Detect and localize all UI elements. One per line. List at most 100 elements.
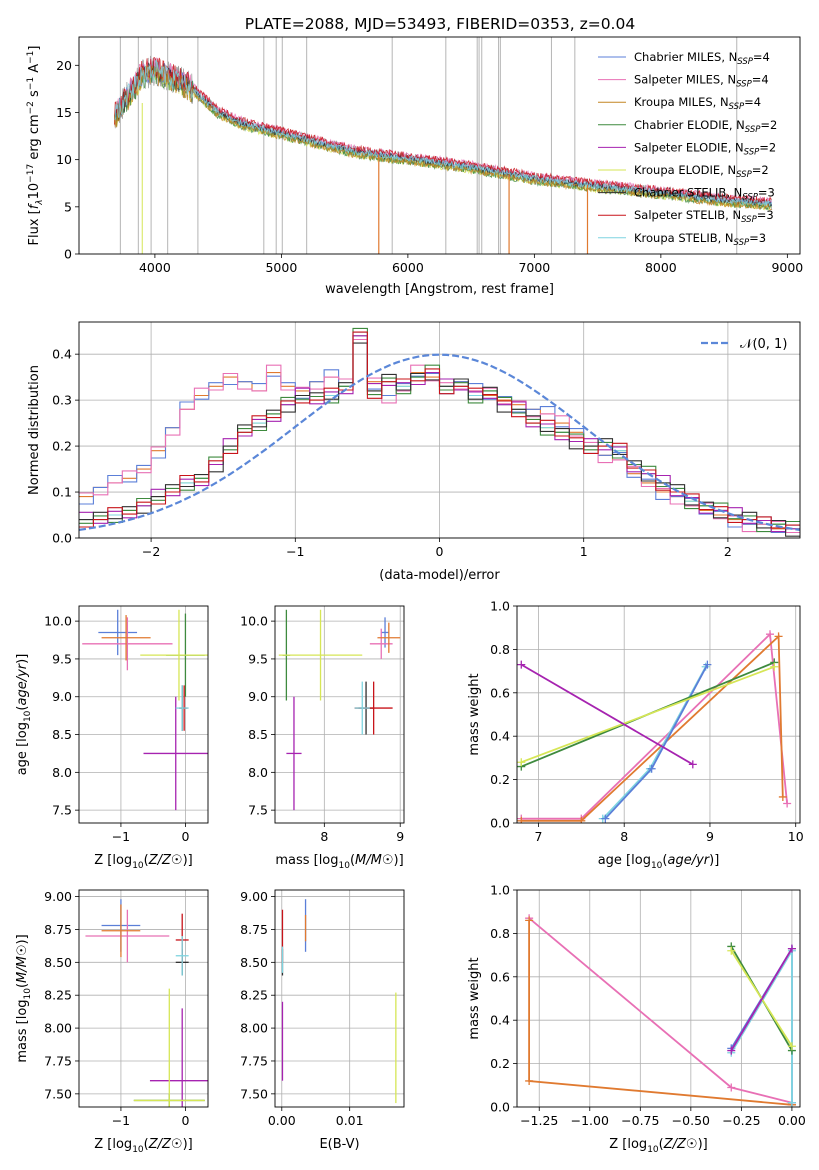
weight-line [521,634,784,822]
Z_vs_weight-axes: −1.25 −1.00 −0.75 −0.50 −0.25 0.00 0.0 0.2 0.4 0.… [467,883,806,1156]
Z-weight-xlabel-var: Z/Z [663,1137,687,1152]
ebv_vs_mass-tick-label-y: 7.75 [240,1053,268,1068]
age_vs_weight-frame [516,605,801,824]
residuals-tick-label-y: 0.1 [52,485,72,500]
spectrum-ylabel-part: λ [35,199,45,205]
legend-label: Salpeter MILES, NSSP=4 [634,73,769,90]
residual-histogram-MILES [79,335,800,530]
weight-marker [727,946,736,955]
Z_vs_mass-tick-label-y: 7.75 [44,1053,72,1068]
gauss-legend-label: 𝒩(0, 1) [740,337,787,352]
mass-vs-age-xlabel-paren: ( [350,853,355,868]
weight-marker [517,758,526,767]
Z_vs_age-tick-label-y: 9.0 [52,689,72,704]
spectrum-tick-label-y: 15 [56,105,72,120]
spectrum-ylabel-part: s [27,90,42,101]
mass_vs_age-frame [274,605,405,824]
legend-label-sub: SSP [744,147,760,157]
weight-marker [703,660,712,669]
Z_vs_mass-tick-label-y: 8.00 [44,1021,72,1036]
Z_vs_weight-tick-label-y: 0.0 [490,1100,510,1115]
legend-label-text: Salpeter STELIB, N [634,208,741,222]
legend-label-text: Chabrier ELODIE, N [634,118,745,132]
weight-marker [787,944,796,953]
legend-label-sub: SSP [736,80,752,90]
legend-label: Chabrier MILES, NSSP=4 [634,50,770,67]
residuals-tick-label-x: 0 [436,544,444,559]
legend-label-text: Kroupa STELIB, N [634,231,734,245]
Z-vs-mass-ylabel-text: mass [log [15,999,30,1062]
weight-marker [727,1046,736,1055]
age_vs_weight-tick-label-y: 0.6 [490,685,510,700]
residuals-frame [78,321,801,539]
mass_vs_age-tick-label-y: 9.0 [248,689,268,704]
Z-vs-mass-xlabel-var: Z/Z [148,1137,172,1152]
spectrum-ylabel-part: −17 [26,164,36,183]
ebv_vs_mass-tick-label-x: 0.00 [268,1113,296,1128]
Z-vs-age-ylabel-paren: ( [15,706,30,711]
weight-marker [774,632,783,641]
age-weight-xlabel-paren: ( [662,853,667,868]
mass-vs-age-xlabel-text: mass [log [275,853,338,868]
Z_vs_age-tick-label-y: 7.5 [52,803,72,818]
Z_vs_age-frame [78,605,209,824]
Z_vs_weight-tick-label-x: −0.50 [672,1113,710,1128]
spectrum-ylabel-part: −2 [26,101,36,114]
Z_vs_age-tick-label-y: 10.0 [44,614,72,629]
ebv_vs_mass-tick-label-y: 8.50 [240,955,268,970]
Z_vs_weight-tick-label-x: −0.75 [621,1113,659,1128]
residuals-tick-label-x: 2 [724,544,732,559]
mass_vs_age-tick-label-y: 10.0 [240,614,268,629]
legend-label-text: Kroupa ELODIE, N [634,163,736,177]
residuals-plot-area [79,322,800,538]
spectrum-ylabel-part: A [27,64,42,77]
spectrum-ylabel-part: ] [27,46,42,51]
weight-marker [778,792,787,801]
mass-vs-age-xlabel-sub: 10 [339,861,351,871]
spectrum-ylabel: Flux [fλ10−17 erg cm−2 s−1 A−1] [26,46,45,246]
Z-vs-mass-xlabel-text: Z [log [94,1137,132,1152]
legend-label: Chabrier ELODIE, NSSP=2 [634,118,777,135]
spectrum-ylabel-part: erg cm [27,114,42,163]
age_vs_weight-tick-label-x: 8 [620,829,628,844]
age_vs_weight-tick-label-y: 0.8 [490,642,510,657]
ebv_vs_mass-axes: 0.00 0.01 7.50 7.75 8.00 8.25 8.50 8.75 9.00 E(B-… [240,889,405,1152]
weight-marker [601,814,610,823]
Z-vs-mass-ylabel-sub: 10 [23,988,33,1000]
Z-vs-age-xlabel-text: Z [log [94,853,132,868]
model-spectrum [114,65,772,211]
weight-line [604,664,709,820]
legend-label-tail: =2 [759,140,776,154]
spectrum-tick-label-y: 10 [56,152,72,167]
Z-vs-age-ylabel-text: age [log [15,722,30,775]
spectrum-frame [78,36,801,255]
Z-vs-mass-ylabel-paren: ( [15,983,30,988]
spectrum-ylabel-part: f [27,202,42,209]
legend-label: Kroupa ELODIE, NSSP=2 [634,163,769,180]
spectrum-tick-label-x: 6000 [392,260,424,275]
spectrum-ylabel-part: Flux [ [27,209,42,245]
weight-marker [517,660,526,669]
Z_vs_age-plot-area [79,606,208,823]
Z_vs_mass-tick-label-y: 8.75 [44,922,72,937]
age_vs_weight-tick-label-y: 0.4 [490,729,510,744]
weight-marker [517,816,526,823]
weight-marker [525,1076,534,1085]
Z_vs_age-tick-label-y: 8.5 [52,727,72,742]
legend-label-sub: SSP [742,193,758,203]
spectrum-tick-label-x: 7000 [518,260,550,275]
legend-label-text: Chabrier STELIB, N [634,186,742,200]
Z-vs-age-ylabel-close: )] [15,654,30,664]
weight-line [730,947,793,1103]
weight-marker [783,799,792,808]
age_vs_weight-tick-label-y: 0.0 [490,816,510,831]
age_vs_weight-ylabel: mass weight [467,673,482,755]
Z-weight-xlabel: Z [log10(Z/Z☉)] [609,1137,707,1155]
mass_vs_age-tick-label-y: 8.5 [248,727,268,742]
Z_vs_age-tick-label-x: −1 [112,829,130,844]
residuals-tick-label-x: −1 [286,544,304,559]
Z_vs_weight-frame [516,889,801,1108]
Z_vs_mass-axes: −1 07.507.758.008.258.508.759.00Z [log10(… [15,889,209,1155]
age_vs_weight-tick-label-x: 10 [788,829,804,844]
Z-weight-xlabel-paren: ( [659,1137,664,1152]
